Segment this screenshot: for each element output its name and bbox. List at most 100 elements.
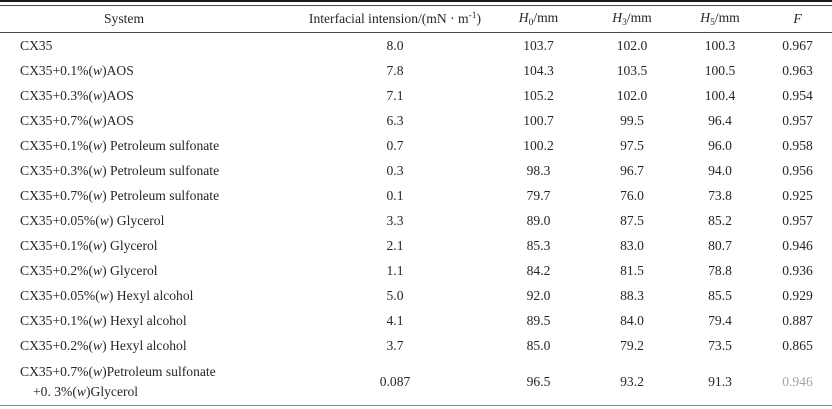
table-row: CX35+0.7%(w) Petroleum sulfonate 0.1 79.7 7… <box>0 183 832 208</box>
cell-h0: 89.0 <box>526 212 551 228</box>
cell-f: 0.956 <box>782 162 813 178</box>
cell-h3: 102.0 <box>616 87 648 103</box>
w-mass-fraction: w <box>93 112 103 128</box>
cell-f: 0.963 <box>782 62 813 78</box>
cell-f: 0.957 <box>782 212 813 228</box>
cell-h0: 84.2 <box>526 262 551 278</box>
cell-tension: 2.1 <box>386 237 404 253</box>
header-cell-h0: H0/mm <box>490 6 587 33</box>
w-mass-fraction: w <box>76 383 86 399</box>
cell-h5: 73.8 <box>708 187 732 203</box>
cell-tension: 0.087 <box>379 373 411 389</box>
cell-f: 0.946 <box>782 237 813 253</box>
cell-h5: 100.3 <box>704 37 736 53</box>
cell-h5: 91.3 <box>708 373 732 389</box>
cell-h3: 103.5 <box>616 62 648 78</box>
cell-tension: 0.7 <box>386 137 404 153</box>
w-mass-fraction: w <box>99 287 109 303</box>
cell-h0: 105.2 <box>523 87 554 103</box>
cell-h0: 96.5 <box>526 373 551 389</box>
cell-f: 0.967 <box>782 37 813 53</box>
cell-h0: 103.7 <box>523 37 554 53</box>
cell-h3: 81.5 <box>620 262 644 278</box>
cell-h5: 94.0 <box>708 162 732 178</box>
cell-h3: 93.2 <box>620 373 644 389</box>
cell-h5: 96.0 <box>708 137 732 153</box>
w-mass-fraction: w <box>93 187 103 203</box>
cell-h3: 88.3 <box>620 287 644 303</box>
cell-system: CX35+0.7%(w)AOS <box>20 112 134 128</box>
cell-tension: 7.8 <box>386 62 404 78</box>
header-cell-h5: H5/mm <box>677 6 763 33</box>
system-line2: +0. 3%(w)Glycerol <box>33 383 139 399</box>
cell-tension: 6.3 <box>386 112 404 128</box>
table-row: CX35+0.05%(w) Hexyl alcohol 5.0 92.0 88.3 85… <box>0 283 832 308</box>
table-top-rule <box>0 0 832 6</box>
cell-h3: 84.0 <box>620 312 644 328</box>
cell-system: CX35+0.05%(w) Glycerol <box>20 212 165 228</box>
w-mass-fraction: w <box>93 237 103 253</box>
results-table: System Interfacial intension/(mN · m-1) H0… <box>0 6 832 406</box>
cell-f: 0.936 <box>782 262 813 278</box>
cell-h0: 98.3 <box>526 162 551 178</box>
cell-h3: 87.5 <box>620 212 644 228</box>
w-mass-fraction: w <box>93 87 103 103</box>
table-row: CX35+0.3%(w)AOS 7.1 105.2 102.0 100.4 0.954 <box>0 83 832 108</box>
cell-h0: 92.0 <box>526 287 551 303</box>
cell-h3: 83.0 <box>620 237 644 253</box>
table-row: CX35+0.1%(w) Hexyl alcohol 4.1 89.5 84.0 79.… <box>0 308 832 333</box>
cell-tension: 7.1 <box>386 87 404 103</box>
cell-system: CX35+0.1%(w)AOS <box>20 62 134 78</box>
w-mass-fraction: w <box>93 62 103 78</box>
cell-h5: 100.4 <box>704 87 736 103</box>
cell-system: CX35+0.7%(w)Petroleum sulfonate +0. 3%(w)… <box>20 363 216 399</box>
cell-h5: 73.5 <box>708 337 732 353</box>
header-row: System Interfacial intension/(mN · m-1) H0… <box>0 6 832 33</box>
cell-f: 0.957 <box>782 112 813 128</box>
cell-h3: 99.5 <box>620 112 644 128</box>
w-mass-fraction: w <box>99 212 109 228</box>
cell-system: CX35 <box>20 37 53 53</box>
w-mass-fraction: w <box>93 337 103 353</box>
cell-f: 0.958 <box>782 137 813 153</box>
w-mass-fraction: w <box>93 312 103 328</box>
table-row: CX35+0.7%(w)AOS 6.3 100.7 99.5 96.4 0.957 <box>0 108 832 133</box>
cell-h5: 85.2 <box>708 212 732 228</box>
cell-system: CX35+0.1%(w) Petroleum sulfonate <box>20 137 220 153</box>
cell-h5: 96.4 <box>708 112 732 128</box>
cell-f: 0.865 <box>782 337 813 353</box>
cell-f: 0.954 <box>782 87 813 103</box>
cell-tension: 0.3 <box>386 162 404 178</box>
cell-system: CX35+0.3%(w)AOS <box>20 87 134 103</box>
cell-tension: 3.7 <box>386 337 404 353</box>
table-row: CX35+0.2%(w) Glycerol 1.1 84.2 81.5 78.8 0.93… <box>0 258 832 283</box>
table-row: CX35+0.3%(w) Petroleum sulfonate 0.3 98.3 9… <box>0 158 832 183</box>
cell-tension: 0.1 <box>386 187 404 203</box>
cell-h5: 80.7 <box>708 237 732 253</box>
table-row: CX35+0.1%(w) Petroleum sulfonate 0.7 100.2… <box>0 133 832 158</box>
cell-system: CX35+0.1%(w) Hexyl alcohol <box>20 312 187 328</box>
cell-h0: 104.3 <box>523 62 554 78</box>
header-cell-system: System <box>0 6 300 33</box>
cell-h3: 79.2 <box>620 337 644 353</box>
header-cell-f: F <box>763 6 832 33</box>
table-row: CX35+0.1%(w) Glycerol 2.1 85.3 83.0 80.7 0.94… <box>0 233 832 258</box>
cell-h0: 89.5 <box>526 312 551 328</box>
w-mass-fraction: w <box>93 137 103 153</box>
cell-system: CX35+0.3%(w) Petroleum sulfonate <box>20 162 220 178</box>
cell-h5: 78.8 <box>708 262 732 278</box>
w-mass-fraction: w <box>93 162 103 178</box>
cell-h5: 100.5 <box>704 62 736 78</box>
cell-h3: 76.0 <box>620 187 644 203</box>
table-row: CX35+0.05%(w) Glycerol 3.3 89.0 87.5 85.2 0.9… <box>0 208 832 233</box>
table-body: CX35 8.0 103.7 102.0 100.3 0.967 CX35+0.1%(w)A… <box>0 33 832 406</box>
cell-f: 0.887 <box>782 312 813 328</box>
cell-tension: 1.1 <box>386 262 404 278</box>
cell-tension: 5.0 <box>386 287 404 303</box>
cell-system: CX35+0.2%(w) Glycerol <box>20 262 158 278</box>
table-row: CX35+0.1%(w)AOS 7.8 104.3 103.5 100.5 0.963 <box>0 58 832 83</box>
table-row: CX35+0.2%(w) Hexyl alcohol 3.7 85.0 79.2 73.… <box>0 333 832 358</box>
cell-h0: 100.7 <box>523 112 554 128</box>
cell-h3: 96.7 <box>620 162 644 178</box>
cell-tension: 3.3 <box>386 212 404 228</box>
